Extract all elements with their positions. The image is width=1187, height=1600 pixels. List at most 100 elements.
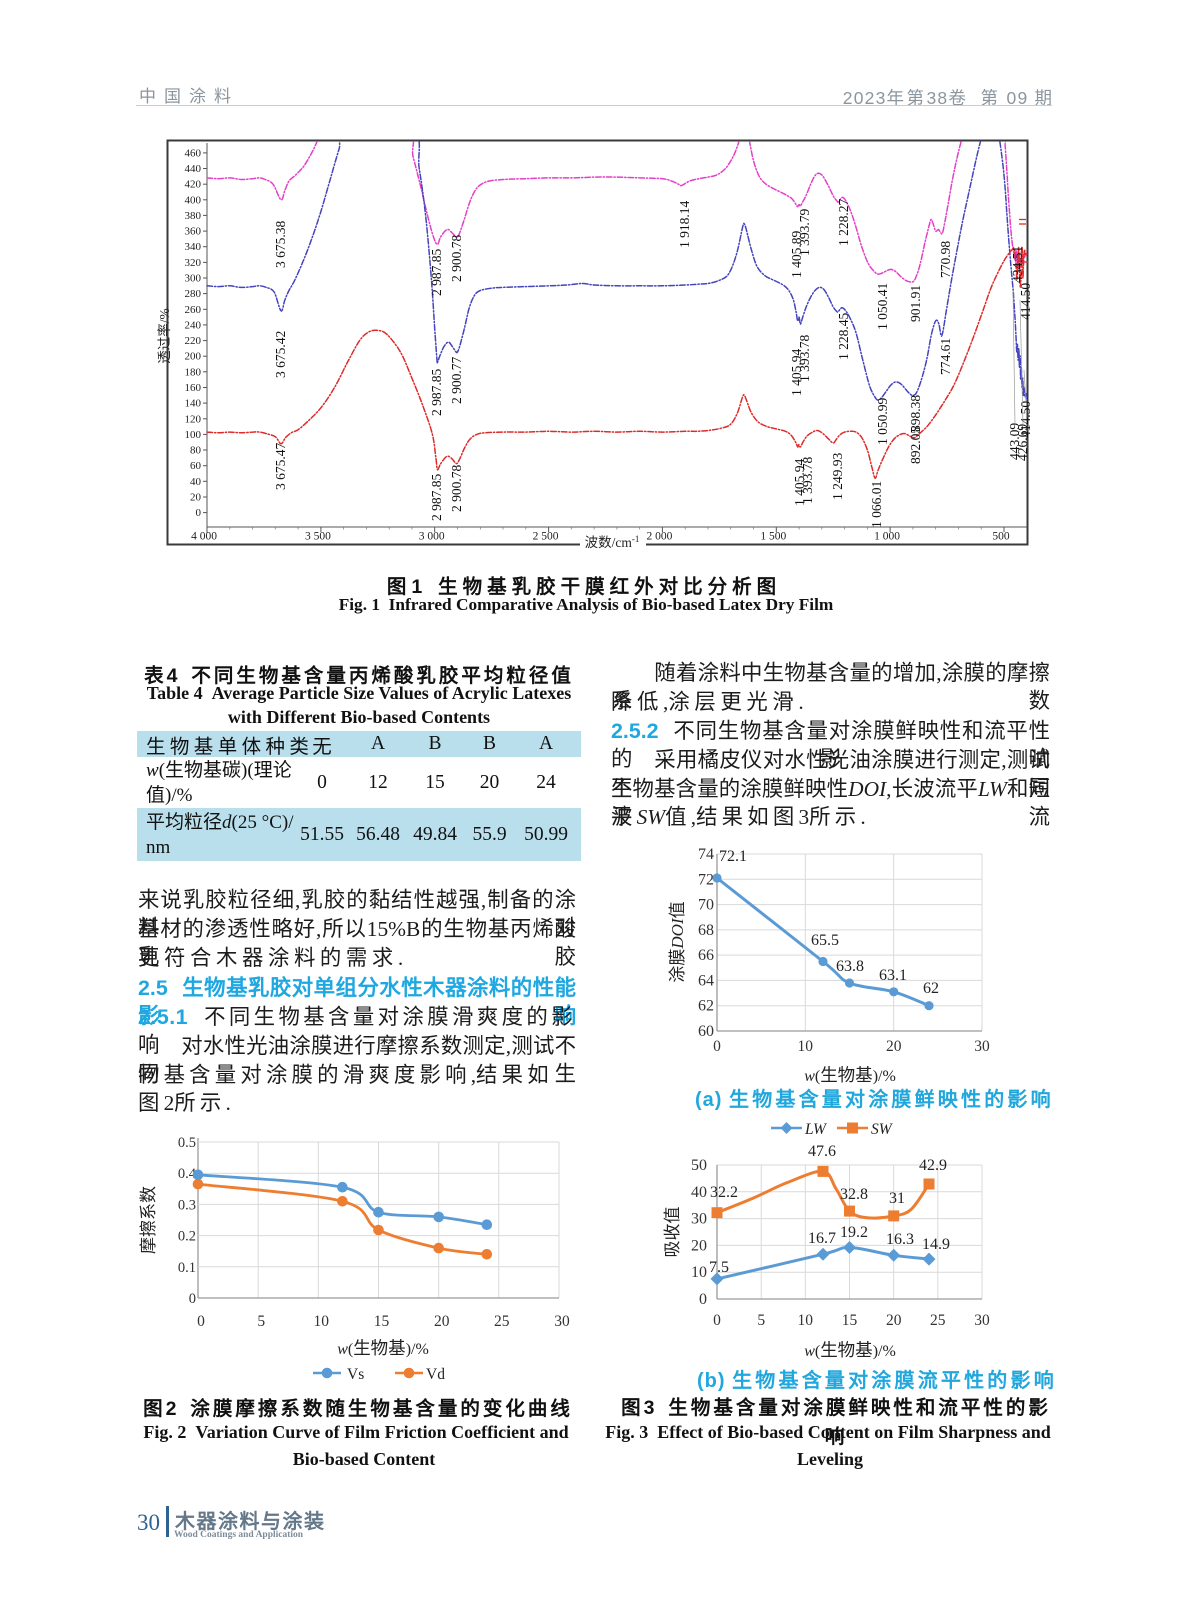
svg-text:5: 5: [757, 1312, 765, 1329]
svg-text:65.5: 65.5: [811, 932, 839, 949]
svg-text:32.8: 32.8: [840, 1186, 868, 1203]
svg-text:10: 10: [691, 1264, 707, 1281]
svg-text:426.69: 426.69: [1015, 424, 1030, 461]
svg-text:50: 50: [691, 1157, 707, 1174]
svg-text:16.3: 16.3: [886, 1231, 914, 1248]
svg-text:5: 5: [257, 1313, 265, 1330]
svg-text:63.1: 63.1: [879, 967, 907, 984]
svg-text:898.38: 898.38: [908, 395, 923, 432]
svg-text:72.1: 72.1: [719, 848, 747, 865]
svg-text:380: 380: [185, 210, 202, 222]
svg-text:w(生物基)/%: w(生物基)/%: [337, 1338, 429, 1358]
svg-text:2 900.78: 2 900.78: [449, 235, 464, 283]
svg-text:774.61: 774.61: [938, 338, 953, 375]
svg-text:140: 140: [185, 398, 202, 410]
svg-text:31: 31: [889, 1190, 905, 1207]
svg-text:120: 120: [185, 413, 202, 425]
svg-text:66: 66: [698, 947, 714, 964]
svg-text:20: 20: [886, 1312, 902, 1329]
svg-text:80: 80: [190, 445, 202, 457]
svg-text:40: 40: [691, 1184, 707, 1201]
svg-text:770.98: 770.98: [938, 241, 953, 278]
svg-text:2 987.85: 2 987.85: [429, 369, 444, 417]
svg-text:4 000: 4 000: [191, 531, 217, 543]
svg-text:240: 240: [185, 319, 202, 331]
svg-text:72: 72: [698, 871, 714, 888]
svg-text:0.5: 0.5: [178, 1135, 196, 1151]
svg-text:360: 360: [185, 226, 202, 238]
svg-text:0: 0: [713, 1312, 721, 1329]
svg-text:30: 30: [974, 1312, 990, 1329]
svg-text:340: 340: [185, 241, 202, 253]
svg-text:180: 180: [185, 366, 202, 378]
svg-text:25: 25: [930, 1312, 946, 1329]
svg-text:220: 220: [185, 335, 202, 347]
svg-text:434.51: 434.51: [1010, 246, 1025, 283]
svg-text:w(生物基)/%: w(生物基)/%: [804, 1340, 896, 1360]
svg-text:2 500: 2 500: [533, 531, 559, 543]
svg-text:3 675.38: 3 675.38: [273, 221, 288, 269]
svg-text:0: 0: [197, 1313, 205, 1330]
svg-text:443.09: 443.09: [1007, 423, 1022, 460]
svg-text:200: 200: [185, 351, 202, 363]
svg-text:400: 400: [185, 194, 202, 206]
svg-text:3 675.47: 3 675.47: [273, 443, 288, 491]
svg-text:440: 440: [185, 163, 202, 175]
svg-text:1 000: 1 000: [874, 531, 900, 543]
svg-text:32.2: 32.2: [710, 1184, 738, 1201]
svg-text:吸收值: 吸收值: [663, 1207, 682, 1258]
svg-text:74: 74: [698, 846, 714, 863]
svg-text:64: 64: [698, 972, 714, 989]
svg-text:892.05: 892.05: [908, 427, 923, 464]
svg-text:波数/cm-1: 波数/cm-1: [585, 534, 640, 550]
svg-text:1 228.45: 1 228.45: [836, 313, 851, 361]
svg-text:30: 30: [691, 1211, 707, 1228]
svg-text:62: 62: [698, 998, 714, 1015]
svg-text:70: 70: [698, 897, 714, 914]
svg-text:涂膜DOI值: 涂膜DOI值: [668, 901, 687, 982]
svg-text:63.8: 63.8: [836, 958, 864, 975]
svg-text:901.91: 901.91: [908, 285, 923, 322]
svg-text:2 987.85: 2 987.85: [429, 474, 444, 522]
svg-text:w(生物基)/%: w(生物基)/%: [804, 1065, 896, 1085]
svg-text:10: 10: [798, 1038, 814, 1055]
svg-text:500: 500: [992, 531, 1010, 543]
svg-text:42.9: 42.9: [919, 1157, 947, 1174]
svg-text:0.4: 0.4: [178, 1166, 197, 1182]
svg-text:16.7: 16.7: [808, 1230, 836, 1247]
svg-text:19.2: 19.2: [840, 1224, 868, 1241]
svg-text:1 050.41: 1 050.41: [875, 283, 890, 330]
svg-text:25: 25: [494, 1313, 510, 1330]
svg-text:60: 60: [190, 460, 202, 472]
svg-text:1 393.79: 1 393.79: [797, 209, 812, 257]
svg-text:2 900.77: 2 900.77: [449, 357, 464, 405]
svg-text:14.9: 14.9: [922, 1236, 950, 1253]
svg-text:1 393.78: 1 393.78: [800, 457, 815, 505]
svg-text:420: 420: [185, 179, 202, 191]
svg-text:300: 300: [185, 273, 202, 285]
svg-text:62: 62: [923, 980, 939, 997]
svg-text:15: 15: [374, 1313, 390, 1330]
svg-text:30: 30: [974, 1038, 990, 1055]
svg-text:20: 20: [886, 1038, 902, 1055]
svg-text:1 918.14: 1 918.14: [677, 201, 692, 249]
svg-text:1 249.93: 1 249.93: [830, 453, 845, 501]
svg-text:160: 160: [185, 382, 202, 394]
svg-text:20: 20: [691, 1237, 707, 1254]
svg-text:2 987.85: 2 987.85: [429, 249, 444, 297]
svg-text:30: 30: [554, 1313, 570, 1330]
svg-text:15: 15: [842, 1312, 858, 1329]
svg-text:0: 0: [189, 1291, 196, 1307]
svg-text:3 000: 3 000: [419, 531, 445, 543]
svg-text:SW: SW: [871, 1121, 894, 1138]
svg-text:414.50: 414.50: [1018, 283, 1033, 320]
svg-text:0.2: 0.2: [178, 1229, 196, 1245]
svg-text:320: 320: [185, 257, 202, 269]
svg-text:47.6: 47.6: [808, 1143, 836, 1160]
svg-text:1 405.94: 1 405.94: [789, 349, 804, 397]
svg-text:414.50: 414.50: [1018, 401, 1033, 438]
svg-text:0: 0: [713, 1038, 721, 1055]
svg-text:20: 20: [434, 1313, 450, 1330]
svg-text:2 900.78: 2 900.78: [449, 465, 464, 513]
svg-text:68: 68: [698, 922, 714, 939]
